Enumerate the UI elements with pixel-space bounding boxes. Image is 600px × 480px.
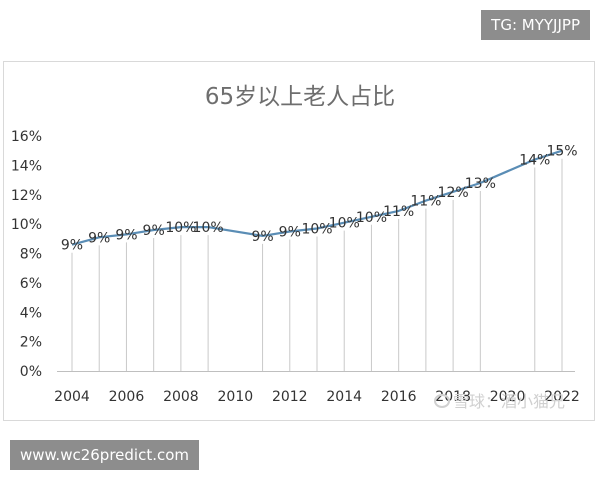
x-tick-label: 2022 (544, 389, 580, 405)
data-label: 9% (279, 224, 301, 240)
data-label: 15% (546, 144, 577, 160)
tg-badge: TG: MYYJJPP (481, 10, 590, 40)
y-tick-label: 2% (20, 335, 42, 351)
data-label: 13% (465, 176, 496, 192)
y-tick-label: 4% (20, 305, 42, 321)
y-tick-label: 0% (20, 364, 42, 380)
y-tick-label: 10% (11, 217, 42, 233)
data-label: 11% (410, 194, 441, 210)
data-label: 10% (356, 210, 387, 226)
watermark: 雪球：酒小猫兄 (434, 392, 565, 412)
data-label: 10% (329, 216, 360, 232)
snowball-logo-icon (434, 394, 450, 408)
data-label: 11% (383, 204, 414, 220)
x-tick-label: 2012 (272, 389, 308, 405)
watermark-text: 雪球：酒小猫兄 (453, 392, 566, 411)
y-tick-label: 8% (20, 247, 42, 263)
data-label: 10% (193, 220, 224, 236)
x-tick-label: 2004 (54, 389, 90, 405)
data-label: 9% (115, 227, 137, 243)
y-tick-label: 6% (20, 276, 42, 292)
series-line (71, 149, 563, 246)
x-tick-label: 2016 (381, 389, 417, 405)
x-tick-label: 2008 (163, 389, 199, 405)
x-tick-label: 2006 (109, 389, 145, 405)
x-tick-label: 2014 (326, 389, 362, 405)
data-label: 14% (519, 153, 550, 169)
data-label: 10% (301, 222, 332, 238)
y-tick-label: 12% (11, 188, 42, 204)
data-label: 10% (165, 220, 196, 236)
data-label: 9% (251, 229, 273, 245)
data-label: 9% (61, 238, 83, 254)
x-tick-label: 2020 (490, 389, 526, 405)
y-tick-label: 14% (11, 158, 42, 174)
chart-frame (3, 61, 595, 421)
data-label: 9% (88, 230, 110, 246)
x-tick-label: 2010 (218, 389, 254, 405)
site-badge: www.wc26predict.com (10, 440, 200, 470)
data-label: 12% (438, 185, 469, 201)
data-label: 9% (143, 223, 165, 239)
y-tick-label: 16% (11, 129, 42, 145)
chart-title: 65岁以上老人占比 (204, 84, 396, 110)
